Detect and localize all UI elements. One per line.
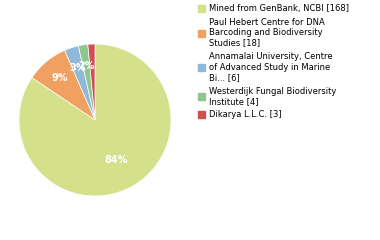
Text: 84%: 84% bbox=[105, 155, 128, 165]
Wedge shape bbox=[32, 50, 95, 120]
Text: 9%: 9% bbox=[52, 73, 68, 83]
Wedge shape bbox=[65, 46, 95, 120]
Wedge shape bbox=[19, 44, 171, 196]
Text: 2%: 2% bbox=[78, 61, 95, 71]
Text: 3%: 3% bbox=[70, 63, 86, 73]
Legend: Mined from GenBank, NCBI [168], Paul Hebert Centre for DNA
Barcoding and Biodive: Mined from GenBank, NCBI [168], Paul Heb… bbox=[198, 4, 349, 120]
Wedge shape bbox=[88, 44, 95, 120]
Wedge shape bbox=[78, 44, 95, 120]
